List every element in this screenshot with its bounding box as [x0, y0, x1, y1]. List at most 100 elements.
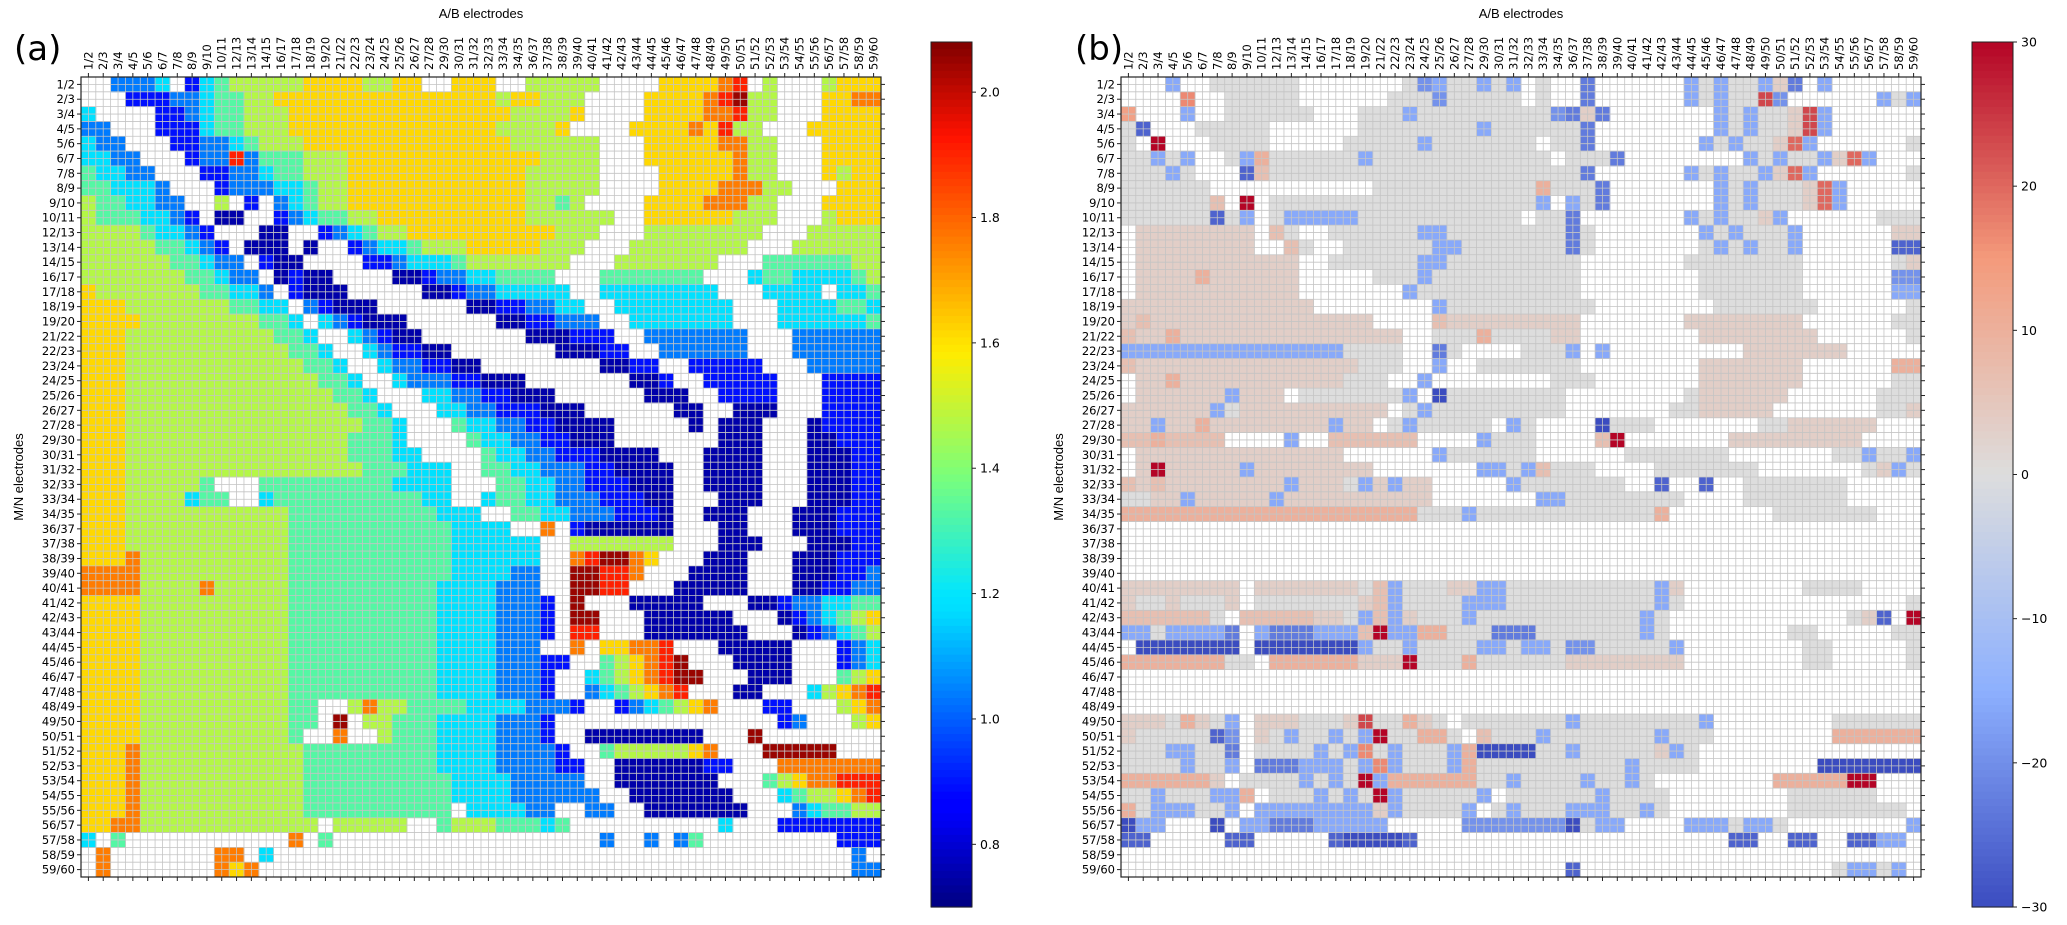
y-tick-label: 45/46	[42, 655, 75, 669]
x-tick-label: 8/9	[185, 51, 199, 70]
x-tick-label: 53/54	[1818, 37, 1832, 70]
colorbar-segment	[931, 243, 972, 252]
colorbar-segment	[931, 135, 972, 144]
colorbar-segment	[931, 647, 972, 656]
x-tick-label: 41/42	[1640, 37, 1654, 70]
y-tick-label: 41/42	[42, 596, 75, 610]
y-tick-label: 6/7	[56, 151, 75, 165]
colorbar-segment	[931, 323, 972, 331]
colorbar-segment	[931, 661, 972, 670]
colorbar-segment	[931, 755, 972, 764]
colorbar-segment	[931, 222, 972, 231]
colorbar-segment	[931, 481, 972, 490]
colorbar-segment	[931, 70, 972, 79]
x-tick-label: 24/25	[378, 37, 392, 70]
y-tick-label: 7/8	[1096, 166, 1115, 180]
colorbar-segment	[931, 315, 972, 324]
colorbar-segment	[931, 193, 972, 202]
colorbar-segment	[931, 351, 972, 360]
panel-a-colorbar: 0.8 1.0 1.2 1.4 1.6 1.8 2.0	[930, 41, 1000, 908]
x-tick-label: 38/39	[1595, 37, 1609, 70]
x-tick-label: 27/28	[422, 37, 436, 70]
colorbar-segment	[931, 344, 972, 353]
colorbar-segment	[931, 215, 972, 223]
x-tick-label: 41/42	[600, 37, 614, 70]
colorbar-tick-label: 1.0	[980, 711, 1000, 726]
y-tick-label: 7/8	[56, 166, 75, 180]
x-tick-label: 45/46	[659, 37, 673, 70]
colorbar-segment	[931, 359, 972, 367]
colorbar-tick-label: 2.0	[980, 85, 1000, 100]
colorbar-tick-label: 0.8	[980, 837, 1000, 852]
y-tick-label: 44/45	[42, 640, 75, 654]
colorbar-segment	[931, 388, 972, 396]
x-tick-label: 46/47	[674, 37, 688, 70]
colorbar-segment	[931, 474, 972, 483]
colorbar-segment	[931, 460, 972, 468]
x-tick-label: 30/31	[1492, 37, 1506, 70]
y-tick-label: 8/9	[1096, 181, 1115, 195]
y-tick-label: 12/13	[42, 226, 75, 240]
colorbar-segment	[931, 784, 972, 793]
x-tick-label: 37/38	[1581, 37, 1595, 70]
x-tick-label: 14/15	[1299, 37, 1313, 70]
y-tick-label: 6/7	[1096, 151, 1115, 165]
x-tick-label: 5/6	[141, 51, 155, 70]
colorbar-segment	[931, 128, 972, 137]
colorbar-segment	[931, 287, 972, 295]
colorbar-tick-label: 1.6	[980, 335, 1000, 350]
x-tick-label: 43/44	[630, 37, 644, 70]
y-tick-label: 23/24	[42, 359, 75, 373]
y-tick-label: 13/14	[42, 240, 75, 254]
x-tick-label: 42/43	[1655, 37, 1669, 70]
y-tick-label: 16/17	[42, 270, 75, 284]
x-tick-label: 22/23	[1388, 37, 1402, 70]
colorbar-segment	[931, 863, 972, 872]
colorbar-segment	[931, 827, 972, 836]
colorbar-segment	[931, 719, 972, 728]
x-tick-label: 21/22	[333, 37, 347, 70]
colorbar-segment	[931, 42, 972, 50]
colorbar-segment	[931, 142, 972, 151]
x-tick-label: 48/49	[1744, 37, 1758, 70]
colorbar-segment	[931, 171, 972, 180]
colorbar-segment	[931, 121, 972, 130]
colorbar-segment	[931, 575, 972, 584]
colorbar-segment	[931, 856, 972, 865]
y-tick-label: 27/28	[42, 418, 75, 432]
colorbar-segment	[931, 798, 972, 807]
y-tick-label: 29/30	[42, 433, 75, 447]
colorbar-segment	[931, 885, 972, 894]
x-tick-label: 49/50	[718, 37, 732, 70]
x-tick-label: 34/35	[1551, 37, 1565, 70]
x-tick-label: 59/60	[1907, 37, 1921, 70]
colorbar-segment	[931, 669, 972, 677]
colorbar-segment	[931, 640, 972, 649]
x-tick-label: 14/15	[259, 37, 273, 70]
x-tick-label: 17/18	[1329, 37, 1343, 70]
x-tick-label: 46/47	[1714, 37, 1728, 70]
y-tick-label: 8/9	[56, 181, 75, 195]
colorbar-segment	[931, 272, 972, 281]
x-tick-label: 30/31	[452, 37, 466, 70]
colorbar-tick-label: 1.4	[980, 461, 1000, 476]
colorbar-segment	[931, 791, 972, 800]
x-tick-label: 7/8	[170, 51, 184, 70]
colorbar-segment	[931, 106, 972, 115]
y-tick-label: 18/19	[42, 300, 75, 314]
colorbar-segment	[931, 597, 972, 605]
x-tick-label: 3/4	[111, 51, 125, 70]
x-tick-label: 43/44	[1670, 37, 1684, 70]
y-tick-label: 46/47	[42, 670, 75, 684]
x-tick-label: 42/43	[615, 37, 629, 70]
y-tick-label: 2/3	[1096, 92, 1115, 106]
colorbar-segment	[931, 431, 972, 440]
colorbar-segment	[931, 78, 972, 86]
y-tick-label: 50/51	[42, 729, 75, 743]
x-tick-label: 40/41	[585, 37, 599, 70]
colorbar-segment	[931, 726, 972, 735]
y-tick-label: 38/39	[42, 551, 75, 565]
y-tick-label: 5/6	[56, 137, 75, 151]
y-tick-label: 43/44	[42, 626, 75, 640]
